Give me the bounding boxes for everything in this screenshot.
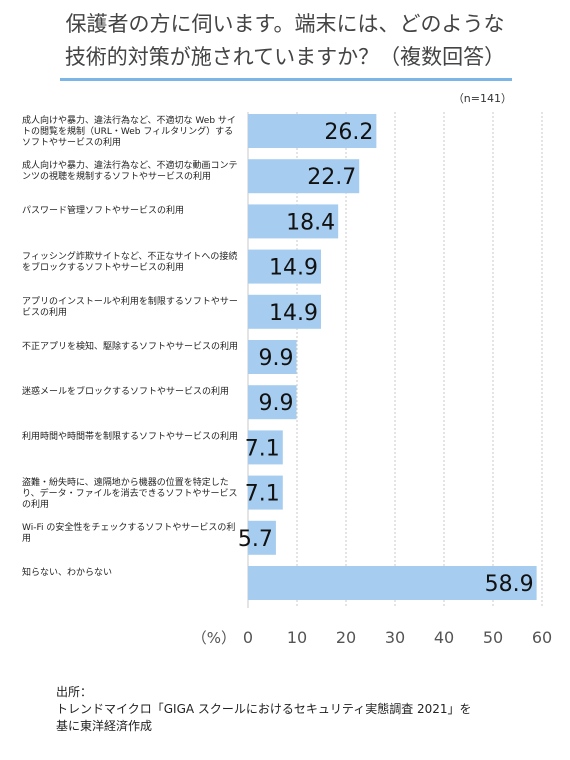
source-line-3: 基に東洋経済作成 [56, 719, 153, 733]
source-line-1: 出所： [56, 685, 93, 699]
tick-label-50: 50 [483, 628, 503, 647]
tick-label-10: 10 [287, 628, 307, 647]
sample-size-label: （n=141） [452, 92, 512, 105]
chart-title: 保護者の方に伺います。端末には、どのような 技術的対策が施されていますか？（複数… [0, 8, 570, 74]
category-label-7: 利用時間や時間帯を制限するソフトやサービスの利用 [22, 432, 239, 443]
value-label-0: 26.2 [324, 120, 373, 145]
x-axis-unit-label: （%） [192, 629, 236, 647]
title-line-2: 技術的対策が施されていますか？（複数回答） [64, 45, 506, 69]
value-label-1: 22.7 [307, 165, 356, 190]
category-label-5: 不正アプリを検知、駆除するソフトやサービスの利用 [22, 342, 239, 352]
bar-4 [248, 294, 322, 329]
value-label-2: 18.4 [286, 210, 335, 235]
value-label-9: 5.7 [238, 527, 273, 552]
bar-3 [248, 249, 322, 284]
tick-label-20: 20 [336, 628, 356, 647]
bar-9 [248, 520, 276, 555]
category-label-3: フィッシング詐欺サイトなど、不正なサイトへの接続をブロックするソフトやサービスの… [22, 251, 238, 273]
value-label-6: 9.9 [259, 391, 294, 416]
category-label-0: 成人向けや暴力、違法行為など、不適切な Web サイトの閲覧を規制（URL・We… [22, 116, 236, 148]
tick-label-30: 30 [385, 628, 405, 647]
category-label-8: 盗難・紛失時に、遠隔地から機器の位置を特定したり、データ・ファイルを消去できるソ… [22, 477, 238, 510]
value-label-3: 14.9 [269, 256, 318, 281]
value-label-layer: 26.2 22.7 18.4 14.9 14.9 9.9 9.9 7.1 7.1 5.7 58.9 [238, 120, 534, 597]
category-label-1: 成人向けや暴力、違法行為など、不適切な動画コンテンツの視聴を規制するソフトやサー… [22, 161, 238, 183]
value-label-7: 7.1 [245, 436, 280, 461]
title-line-1: 保護者の方に伺います。端末には、どのような [65, 12, 505, 36]
category-label-9: Wi-Fi の安全性をチェックするソフトやサービスの利用 [22, 522, 236, 544]
source-note: 出所： トレンドマイクロ「GIGA スクールにおけるセキュリティ実態調査 202… [56, 684, 472, 735]
bar-6 [248, 385, 297, 420]
value-label-8: 7.1 [245, 482, 280, 507]
value-label-4: 14.9 [269, 301, 318, 326]
tick-label-60: 60 [532, 628, 552, 647]
tick-label-layer: 0 10 20 30 40 50 60 （%） [192, 628, 552, 647]
bar-1 [248, 159, 360, 194]
category-label-4: アプリのインストールや利用を制限するソフトやサービスの利用 [22, 296, 238, 318]
tick-label-0: 0 [243, 628, 253, 647]
category-label-10: 知らない、わからない [22, 568, 113, 578]
tick-label-40: 40 [434, 628, 454, 647]
bar-chart: 26.222.718.414.914.99.99.97.17.15.758.9 … [192, 112, 552, 647]
value-label-5: 9.9 [259, 346, 294, 371]
bar-7 [248, 430, 283, 465]
category-label-2: パスワード管理ソフトやサービスの利用 [22, 206, 185, 217]
title-underline [60, 78, 512, 81]
value-label-10: 58.9 [485, 572, 534, 597]
bar-10 [248, 566, 537, 600]
bar-2 [248, 204, 339, 239]
category-label-6: 迷惑メールをブロックするソフトやサービスの利用 [22, 387, 230, 398]
bar-0 [248, 114, 377, 148]
bar-5 [248, 340, 297, 374]
bar-8 [248, 475, 283, 510]
bar-layer [248, 114, 537, 600]
source-line-2: トレンドマイクロ「GIGA スクールにおけるセキュリティ実態調査 2021」を [56, 702, 472, 716]
